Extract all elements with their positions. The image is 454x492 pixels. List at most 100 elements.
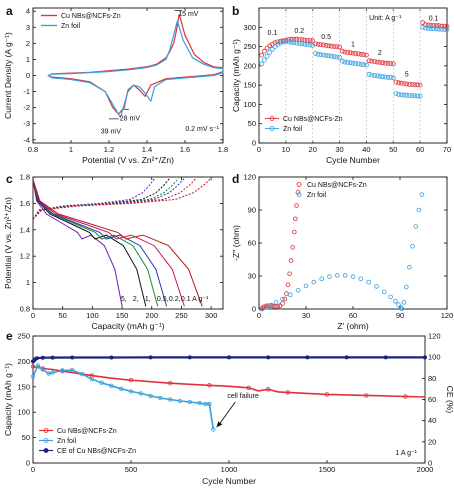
- y-tick-label: -1: [23, 87, 30, 96]
- rate-sequence-label: 2,: [133, 296, 139, 303]
- x-axis-label: Cycle Number: [326, 155, 380, 165]
- data-point-zn: [417, 93, 423, 99]
- data-point-zn: [396, 302, 401, 307]
- data-point-zn: [264, 305, 270, 310]
- discharge-curve: [32, 179, 123, 307]
- data-point-zn: [283, 38, 289, 44]
- data-point-cu: [350, 50, 356, 56]
- data-point-zn: [138, 391, 143, 396]
- charge-curve: [32, 177, 170, 220]
- y-tick-label: 1.2: [20, 252, 30, 261]
- data-point-zn: [286, 39, 291, 45]
- annotation-15mv: 15 mV: [178, 11, 199, 18]
- data-point-zn: [399, 306, 405, 312]
- x-tick-label: 0: [31, 311, 35, 320]
- data-point-zn: [350, 60, 356, 66]
- data-point-cu: [382, 60, 388, 66]
- data-point-cu: [318, 42, 324, 47]
- y-tick-label: 30: [248, 272, 256, 281]
- data-point-cu: [425, 22, 431, 28]
- y-tick-label: 1: [26, 55, 30, 64]
- data-point-zn: [416, 207, 422, 213]
- data-point-cu: [374, 59, 380, 65]
- x-tick-label: 1.4: [142, 145, 152, 154]
- y-tick-label: 3: [26, 23, 30, 32]
- y-tick-label: 250: [17, 332, 30, 341]
- y-tick-label: -3: [23, 119, 30, 128]
- x-tick-label: 1: [69, 145, 73, 154]
- x-tick-label: 10: [282, 145, 290, 154]
- y2-tick-label: 60: [428, 395, 436, 404]
- data-point-cu: [326, 43, 332, 49]
- data-point-cu: [393, 79, 399, 85]
- x-tick-label: 50: [389, 145, 397, 154]
- data-point-ce: [383, 355, 388, 360]
- x-tick-label: 50: [59, 311, 67, 320]
- data-point-zn: [398, 305, 404, 310]
- data-point-zn: [118, 386, 124, 391]
- data-point-zn: [425, 25, 431, 31]
- data-point-cu: [292, 216, 298, 222]
- y-tick-label: 2: [26, 39, 30, 48]
- discharge-curve: [32, 179, 203, 307]
- x-tick-label: 100: [86, 311, 99, 320]
- y-tick-label: 0: [252, 305, 256, 314]
- data-point-ce: [40, 355, 45, 360]
- data-point-zn: [401, 300, 407, 305]
- x-tick-label: 0: [257, 145, 261, 154]
- x-tick-label: 0: [31, 465, 35, 474]
- data-point-cu: [294, 203, 299, 208]
- legend-marker-1: [269, 126, 275, 131]
- data-point-cu: [307, 38, 313, 43]
- data-point-cu: [431, 22, 437, 28]
- data-point-zn: [436, 26, 442, 32]
- data-point-zn: [428, 25, 434, 31]
- y2-tick-label: 40: [428, 416, 436, 425]
- data-point-zn: [329, 53, 334, 59]
- panel-letter-c: c: [6, 172, 13, 186]
- annotation-28mv: 28 mV: [120, 116, 141, 123]
- data-point-cu: [428, 22, 434, 28]
- data-point-cu: [388, 61, 394, 66]
- y-tick-label: 4: [26, 7, 30, 16]
- data-point-zn: [382, 74, 388, 80]
- discharge-curve: [32, 179, 168, 307]
- data-point-cu: [273, 304, 278, 309]
- rate-sequence-label: 0.5,: [157, 296, 169, 303]
- data-point-cu: [398, 80, 404, 86]
- discharge-curve: [32, 179, 185, 307]
- data-point-zn: [347, 60, 353, 66]
- data-point-zn: [259, 306, 265, 312]
- rate-label: 0.5: [321, 34, 331, 41]
- data-point-cu: [280, 301, 285, 306]
- data-point-zn: [280, 39, 286, 45]
- data-point-cu: [275, 304, 281, 309]
- legend-marker-0: [296, 182, 302, 187]
- rate-label: 2: [378, 50, 382, 57]
- data-point-cu: [30, 364, 36, 369]
- data-point-cu: [347, 50, 353, 56]
- chart-panel-d: 0 30 60 90 120 0 30 60 90 120 Z' (ohm) -Z'' (ohm) Cu…: [231, 173, 453, 332]
- rate-sequence-label: 0.1 A g⁻¹: [181, 296, 209, 303]
- y-tick-label: 250: [243, 42, 256, 51]
- data-point-ce: [305, 355, 310, 360]
- data-point-cu: [266, 387, 271, 392]
- rate-label: 1: [351, 42, 355, 49]
- y2-tick-label: 120: [428, 332, 441, 341]
- data-point-zn: [321, 52, 326, 58]
- y-tick-label: 0.8: [20, 305, 30, 314]
- x-tick-label: 1.6: [180, 145, 190, 154]
- data-point-cu: [277, 303, 283, 309]
- data-point-zn: [109, 383, 114, 388]
- y2-axis-label: CE (%): [445, 386, 454, 414]
- y-tick-label: 150: [17, 382, 30, 391]
- data-point-cu: [423, 22, 428, 28]
- data-point-cu: [417, 82, 423, 88]
- data-point-cu: [323, 43, 329, 48]
- data-point-zn: [444, 27, 450, 33]
- data-point-cu: [401, 81, 407, 86]
- x-tick-label: 250: [175, 311, 188, 320]
- data-point-zn: [288, 39, 294, 45]
- legend-label: Zn foil: [283, 126, 303, 133]
